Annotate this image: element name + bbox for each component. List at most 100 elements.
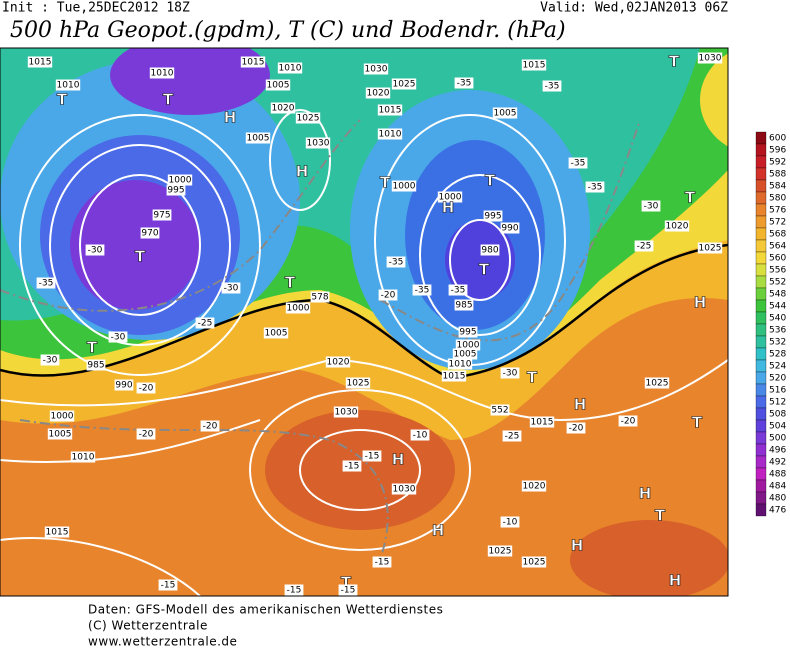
- legend-swatch: [755, 251, 767, 265]
- label-box: [85, 244, 105, 256]
- contour-label: 1020: [523, 482, 546, 492]
- legend-swatch: [755, 311, 767, 325]
- contour-label: -30: [43, 356, 58, 366]
- pressure-center: T: [285, 274, 296, 292]
- map-frame: [0, 47, 729, 597]
- map-title: 500 hPa Geopot.(gpdm), T (C) und Bodendr…: [10, 18, 566, 43]
- legend-level: 568: [769, 230, 786, 240]
- label-box: [325, 356, 351, 368]
- label-box: [521, 556, 547, 568]
- contour-label: 1000: [457, 341, 480, 351]
- label-box: [149, 67, 175, 79]
- legend-swatch: [755, 191, 767, 205]
- pressure-center: T: [685, 189, 696, 207]
- isobar: [249, 389, 471, 551]
- zone: [570, 520, 728, 596]
- label-box: [270, 102, 296, 114]
- isobar: [19, 114, 261, 376]
- contour-label: -20: [203, 422, 218, 432]
- label-box: [49, 410, 75, 422]
- pressure-center: T: [341, 574, 352, 592]
- legend-level: 596: [769, 146, 786, 156]
- pressure-center: H: [432, 522, 445, 540]
- legend-level: 496: [769, 446, 786, 456]
- label-box: [240, 56, 266, 68]
- isobar: [79, 174, 201, 316]
- legend-swatch: [755, 227, 767, 241]
- legend-swatch: [755, 275, 767, 289]
- contour-label: 1010: [57, 81, 80, 91]
- isobar: [449, 219, 511, 301]
- label-box: [664, 220, 690, 232]
- label-box: [285, 302, 311, 314]
- label-box: [447, 358, 473, 370]
- contour-label: 1030: [365, 65, 388, 75]
- pressure-center: H: [392, 451, 405, 469]
- label-box: [568, 157, 588, 169]
- label-box: [195, 317, 215, 329]
- legend-level: 556: [769, 266, 786, 276]
- label-box: [458, 326, 478, 338]
- label-box: [295, 112, 321, 124]
- legend-level: 512: [769, 398, 786, 408]
- legend-level: 544: [769, 302, 786, 312]
- legend-level: 580: [769, 194, 786, 204]
- pressure-center: H: [694, 294, 707, 312]
- label-box: [338, 584, 358, 596]
- label-box: [140, 227, 160, 239]
- label-box: [263, 327, 289, 339]
- pressure-center: H: [571, 537, 584, 555]
- contour-label: -15: [345, 462, 360, 472]
- contour-label: -15: [375, 558, 390, 568]
- contour-label: 1025: [297, 114, 320, 124]
- contour-label: 995: [459, 328, 476, 338]
- legend-swatch: [755, 143, 767, 157]
- contour-label: -20: [569, 424, 584, 434]
- legend-level: 576: [769, 206, 786, 216]
- valid-time: Valid: Wed,02JAN2013 06Z: [540, 1, 728, 16]
- label-box: [166, 184, 186, 196]
- contour-label: -35: [389, 258, 404, 268]
- pressure-center: T: [485, 172, 496, 190]
- contour-label: 1030: [307, 139, 330, 149]
- legend-swatch: [755, 359, 767, 373]
- contour-label: -20: [139, 430, 154, 440]
- contour-label: 1030: [699, 54, 722, 64]
- contour-label: 1015: [379, 106, 402, 116]
- legend-level: 520: [769, 374, 786, 384]
- label-box: [487, 545, 513, 557]
- contour-label: 1005: [247, 134, 270, 144]
- contour-label: 970: [141, 229, 158, 239]
- legend-level: 484: [769, 482, 786, 492]
- contour-label: 1005: [49, 430, 72, 440]
- zone: [700, 53, 728, 147]
- label-box: [277, 62, 303, 74]
- contour-label: -20: [621, 417, 636, 427]
- label-box: [542, 80, 562, 92]
- pressure-center: T: [479, 261, 490, 279]
- label-box: [363, 63, 389, 75]
- contour-label: 990: [115, 381, 132, 391]
- label-box: [377, 104, 403, 116]
- label-box: [152, 209, 172, 221]
- legend-swatch: [755, 335, 767, 349]
- contour-label: 1000: [439, 193, 462, 203]
- legend-level: 540: [769, 314, 786, 324]
- contour-label: -30: [503, 369, 518, 379]
- contour-label: 1030: [393, 485, 416, 495]
- contour-label: -30: [644, 202, 659, 212]
- legend-level: 548: [769, 290, 786, 300]
- legend-level: 480: [769, 494, 786, 504]
- contour-label: 1020: [666, 222, 689, 232]
- contour-label: -20: [139, 384, 154, 394]
- contour-label: 1000: [287, 304, 310, 314]
- label-box: [618, 415, 638, 427]
- contour-label: 995: [167, 186, 184, 196]
- pressure-center: T: [163, 91, 174, 109]
- contour-label: 1000: [393, 182, 416, 192]
- contour-label: 1025: [489, 547, 512, 557]
- contour-label: 1005: [267, 81, 290, 91]
- legend-level: 528: [769, 350, 786, 360]
- label-box: [391, 180, 417, 192]
- footer-line: Daten: GFS-Modell des amerikanischen Wet…: [88, 603, 443, 617]
